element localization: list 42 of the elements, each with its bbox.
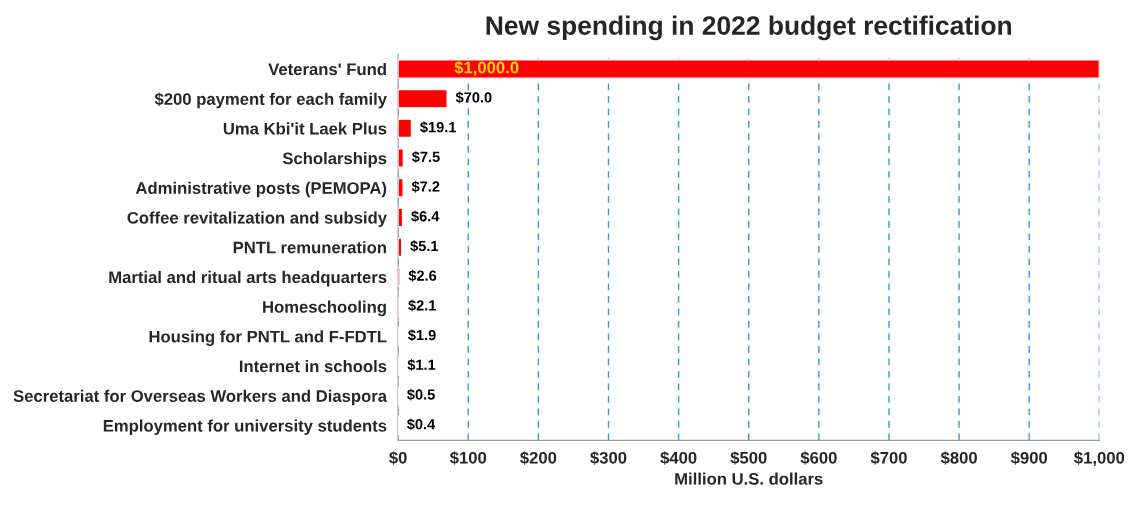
- bar: [398, 118, 413, 139]
- y-tick-label: PNTL remuneration: [233, 241, 386, 254]
- x-tick-label: $500: [730, 451, 767, 465]
- data-label: $1.1: [407, 358, 436, 371]
- data-label: $7.2: [411, 180, 440, 193]
- y-tick-label: Homeschooling: [263, 300, 386, 317]
- y-tick-label: Martial and ritual arts headquarters: [109, 270, 387, 287]
- y-tick-label: Scholarships: [282, 152, 387, 168]
- y-tick-label: Housing for PNTL and F-FDTL: [149, 330, 387, 346]
- x-tick-label: $300: [590, 451, 627, 465]
- x-tick-label: $200: [520, 451, 557, 465]
- data-label: $19.1: [420, 121, 457, 134]
- x-tick-label: $100: [449, 451, 487, 465]
- y-tick-label: Veterans' Fund: [268, 62, 386, 76]
- bar: [398, 88, 448, 109]
- x-tick-label: $0: [389, 451, 407, 465]
- data-label: $6.4: [411, 210, 440, 223]
- data-label: $0.5: [407, 388, 435, 401]
- chart-title: New spending in 2022 budget rectification: [486, 15, 1012, 41]
- data-label: $7.5: [411, 151, 440, 163]
- data-label: $2.1: [408, 299, 436, 312]
- x-tick-label: $800: [940, 451, 977, 465]
- y-tick-label: Uma Kbi'it Laek Plus: [223, 122, 387, 135]
- data-label: $70.0: [455, 91, 492, 104]
- x-tick-label: $600: [800, 451, 837, 465]
- data-label: $1.9: [408, 329, 436, 342]
- bar: [398, 59, 1100, 79]
- data-label: $1,000.0: [454, 60, 519, 76]
- x-tick-label: $1,000: [1074, 451, 1125, 467]
- y-tick-label: Secretariat for Overseas Workers and Diaspora: [13, 389, 388, 406]
- x-tick-label: $900: [1010, 451, 1048, 465]
- data-label: $5.1: [410, 240, 439, 253]
- x-axis-title: Million U.S. dollars: [675, 472, 823, 485]
- data-label: $2.6: [408, 269, 437, 282]
- y-tick-label: Administrative posts (PEMOPA): [135, 181, 387, 198]
- y-tick-label: Internet in schools: [239, 360, 387, 373]
- y-tick-label: Employment for university students: [103, 419, 387, 435]
- x-tick-label: $700: [870, 451, 907, 465]
- x-tick-label: $400: [660, 451, 697, 465]
- data-label: $0.4: [407, 418, 436, 431]
- y-tick-label: $200 payment for each family: [154, 92, 387, 109]
- y-tick-label: Coffee revitalization and subsidy: [127, 211, 387, 227]
